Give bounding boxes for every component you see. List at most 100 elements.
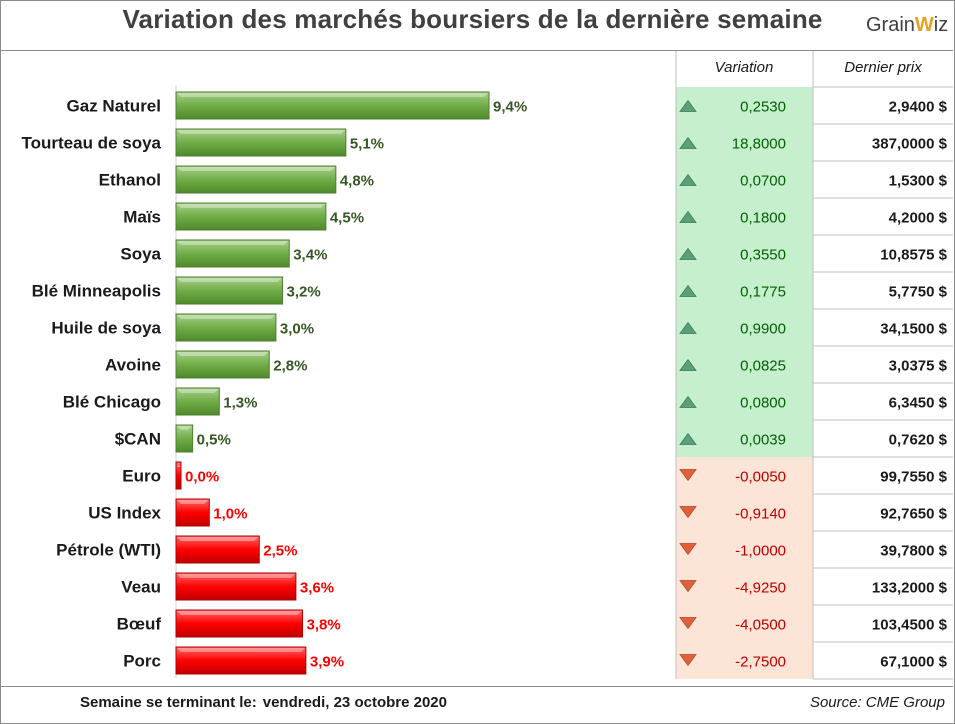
week-label: Semaine se terminant le: — [80, 694, 257, 711]
variation-cell — [676, 124, 813, 161]
variation-cell — [676, 457, 813, 494]
category-label: Soya — [120, 245, 161, 264]
down-arrow-icon — [679, 543, 697, 556]
category-label: Maïs — [123, 208, 161, 227]
variation-cell — [676, 420, 813, 457]
variation-cell — [676, 494, 813, 531]
up-arrow-icon — [679, 99, 697, 112]
category-label: Ethanol — [99, 171, 161, 190]
variation-cell — [676, 161, 813, 198]
header-price: Dernier prix — [844, 59, 922, 76]
footer-divider — [0, 686, 953, 687]
header-variation: Variation — [715, 59, 774, 76]
bar — [175, 165, 337, 194]
bar-bevel — [177, 500, 209, 504]
title-divider — [0, 50, 953, 51]
variation-value: 0,1775 — [740, 284, 786, 301]
value-label: 5,1% — [350, 136, 384, 153]
variation-value: -2,7500 — [735, 654, 786, 671]
bar — [175, 609, 304, 638]
price-value: 1,5300 $ — [889, 173, 948, 190]
logo-text-b: iz — [933, 14, 949, 36]
variation-cell — [676, 235, 813, 272]
down-arrow-icon — [679, 617, 697, 630]
price-value: 103,4500 $ — [872, 617, 948, 634]
bar — [175, 91, 490, 120]
category-label: Blé Chicago — [63, 393, 161, 412]
variation-value: -4,9250 — [735, 580, 786, 597]
variation-value: 0,9900 — [740, 321, 786, 338]
category-label: Tourteau de soya — [22, 134, 162, 153]
bar — [175, 239, 290, 268]
logo-text-w: W — [914, 14, 934, 36]
grainwiz-logo: GrainWiz — [866, 14, 948, 37]
value-label: 3,9% — [310, 654, 344, 671]
value-label: 4,5% — [330, 210, 364, 227]
up-arrow-icon — [679, 432, 697, 445]
variation-cell — [676, 568, 813, 605]
variation-value: -4,0500 — [735, 617, 786, 634]
value-label: 0,5% — [197, 432, 231, 449]
price-value: 2,9400 $ — [889, 99, 948, 116]
variation-value: -0,9140 — [735, 506, 786, 523]
bar-bevel — [177, 426, 192, 430]
variation-cell — [676, 87, 813, 124]
bar — [175, 498, 210, 527]
bar-bevel — [177, 648, 305, 652]
bar — [175, 128, 347, 157]
up-arrow-icon — [679, 247, 697, 260]
up-arrow-icon — [679, 136, 697, 149]
bar-bevel — [177, 241, 289, 245]
value-label: 1,0% — [213, 506, 247, 523]
value-label: 3,4% — [293, 247, 327, 264]
bar-bevel — [177, 315, 275, 319]
up-arrow-icon — [679, 210, 697, 223]
bar-bevel — [177, 537, 259, 541]
variation-value: -1,0000 — [735, 543, 786, 560]
category-label: Blé Minneapolis — [32, 282, 161, 301]
down-arrow-icon — [679, 506, 697, 519]
price-value: 387,0000 $ — [872, 136, 948, 153]
bar — [175, 572, 297, 601]
price-value: 10,8575 $ — [880, 247, 947, 264]
bar-group: Gaz Naturel 9,4% Tourteau de soya 5,1% Ethan… — [22, 91, 527, 675]
variation-cell — [676, 198, 813, 235]
category-label: Huile de soya — [51, 319, 161, 338]
up-arrow-icon — [679, 395, 697, 408]
price-value: 133,2000 $ — [872, 580, 948, 597]
price-value: 99,7550 $ — [880, 469, 947, 486]
value-label: 3,2% — [287, 284, 321, 301]
source-note: Source: CME Group — [809, 694, 945, 711]
bar — [175, 535, 260, 564]
bar-bevel — [177, 611, 302, 615]
price-value: 67,1000 $ — [880, 654, 947, 671]
variation-cell — [676, 605, 813, 642]
variation-cell — [676, 309, 813, 346]
value-label: 3,0% — [280, 321, 314, 338]
price-value: 6,3450 $ — [889, 395, 948, 412]
price-value: 39,7800 $ — [880, 543, 947, 560]
bar — [175, 461, 182, 490]
variation-cell — [676, 272, 813, 309]
up-arrow-icon — [679, 284, 697, 297]
bar-bevel — [177, 389, 219, 393]
up-arrow-icon — [679, 321, 697, 334]
value-label: 9,4% — [493, 99, 527, 116]
price-value: 34,1500 $ — [880, 321, 947, 338]
up-arrow-icon — [679, 358, 697, 371]
category-label: Pétrole (WTI) — [56, 541, 161, 560]
category-label: Bœuf — [117, 615, 162, 634]
variation-value: 0,0825 — [740, 358, 786, 375]
variation-cell — [676, 346, 813, 383]
down-arrow-icon — [679, 469, 697, 482]
bar — [175, 387, 220, 416]
up-arrow-icon — [679, 173, 697, 186]
variation-value: 0,1800 — [740, 210, 786, 227]
variation-cell — [676, 531, 813, 568]
category-label: Gaz Naturel — [67, 97, 161, 116]
bar-bevel — [177, 278, 282, 282]
bar — [175, 424, 194, 453]
value-label: 0,0% — [185, 469, 219, 486]
bar — [175, 313, 277, 342]
